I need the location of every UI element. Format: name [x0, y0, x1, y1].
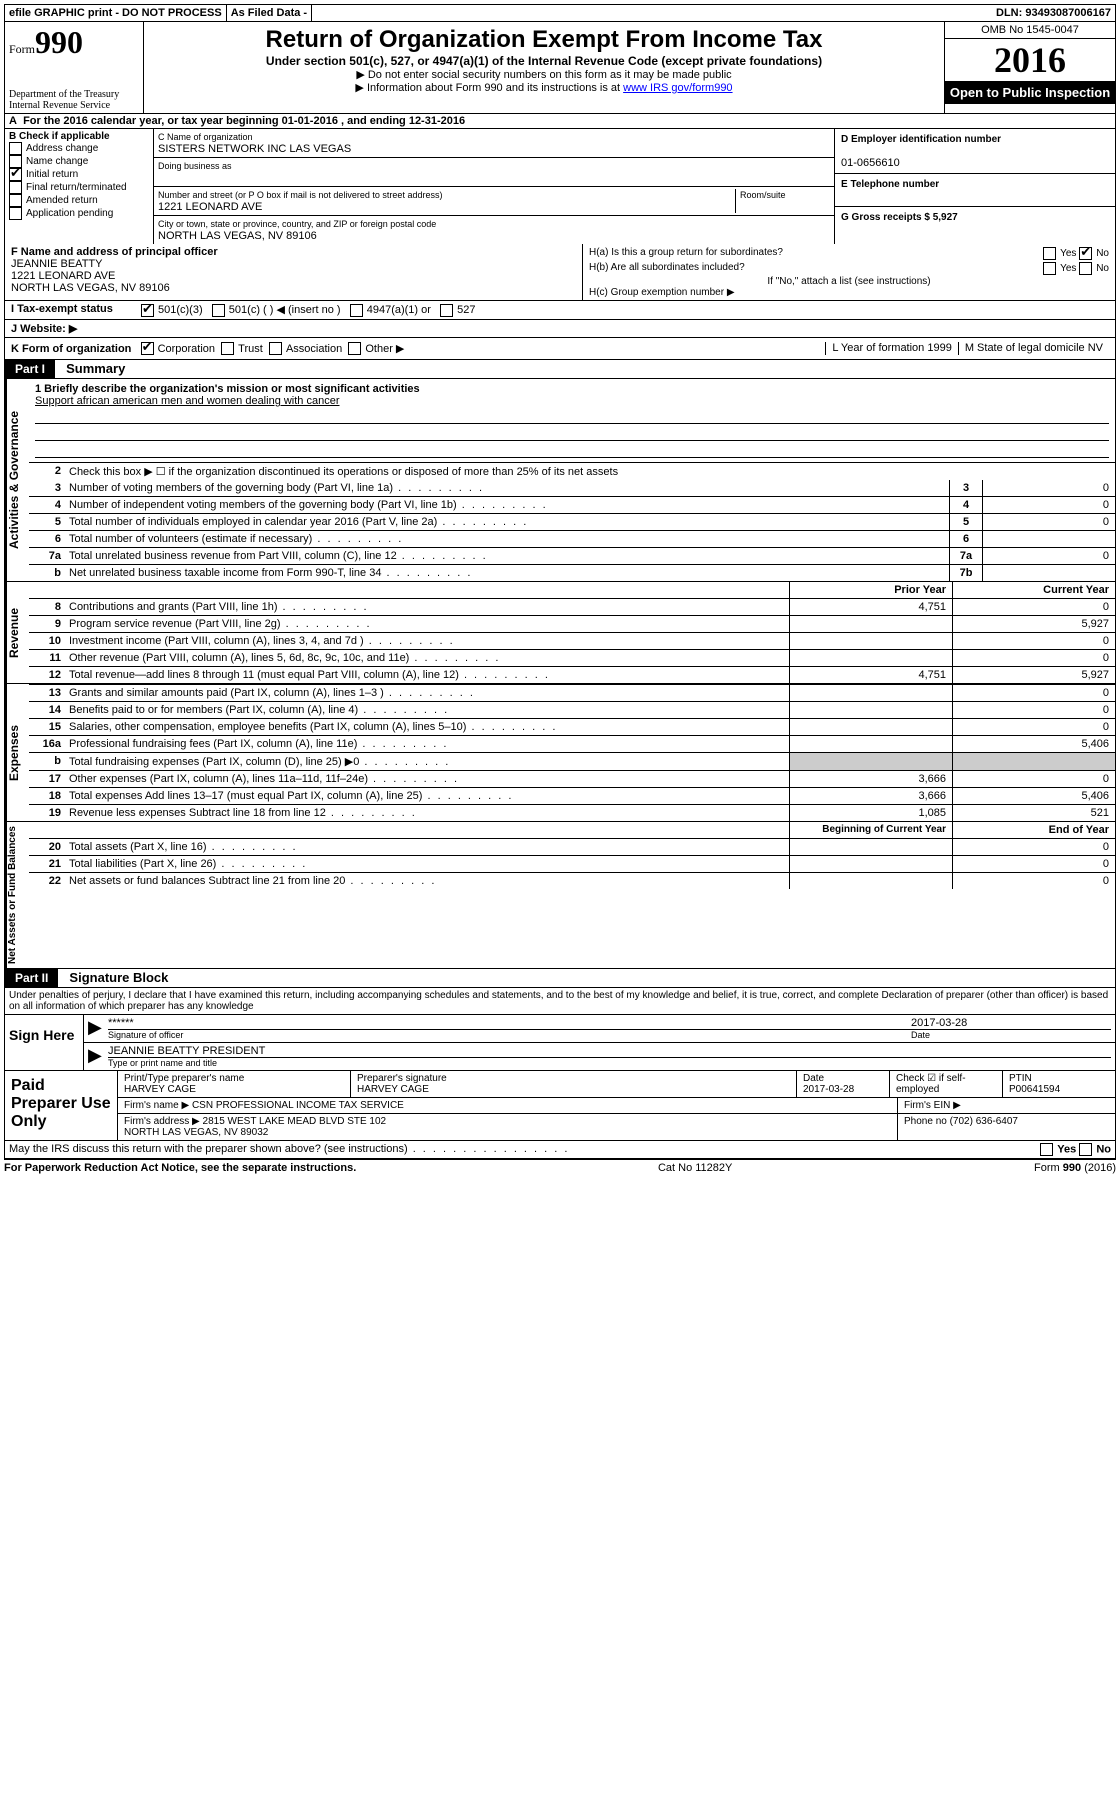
data-line: b Total fundraising expenses (Part IX, c…	[29, 752, 1115, 770]
col-deg: D Employer identification number 01-0656…	[834, 129, 1115, 244]
cb-final-return[interactable]	[9, 181, 22, 194]
cb-501c3[interactable]	[141, 304, 154, 317]
arrow-icon: ▶	[88, 1017, 108, 1040]
cb-corp[interactable]	[141, 342, 154, 355]
cb-address-change[interactable]	[9, 142, 22, 155]
form-word: Form	[9, 42, 35, 56]
footer: For Paperwork Reduction Act Notice, see …	[4, 1159, 1116, 1176]
data-line: 9 Program service revenue (Part VIII, li…	[29, 615, 1115, 632]
gross-receipts: G Gross receipts $ 5,927	[841, 212, 958, 223]
col-b-checkboxes: B Check if applicable Address change Nam…	[5, 129, 154, 244]
data-line: 8 Contributions and grants (Part VIII, l…	[29, 598, 1115, 615]
col-c-org-info: C Name of organization SISTERS NETWORK I…	[154, 129, 834, 244]
summary-line: 4 Number of independent voting members o…	[29, 496, 1115, 513]
cb-assoc[interactable]	[269, 342, 282, 355]
sign-date: 2017-03-28	[911, 1017, 967, 1029]
cb-ha-yes[interactable]	[1043, 247, 1056, 260]
data-line: 14 Benefits paid to or for members (Part…	[29, 701, 1115, 718]
efile-notice: efile GRAPHIC print - DO NOT PROCESS	[5, 5, 227, 21]
data-line: 16a Professional fundraising fees (Part …	[29, 735, 1115, 752]
cb-501c[interactable]	[212, 304, 225, 317]
summary-line: 5 Total number of individuals employed i…	[29, 513, 1115, 530]
city-state-zip: NORTH LAS VEGAS, NV 89106	[158, 230, 317, 242]
data-line: 15 Salaries, other compensation, employe…	[29, 718, 1115, 735]
row-j-website: J Website: ▶	[4, 320, 1116, 338]
form-footer: Form 990 (2016)	[1034, 1162, 1116, 1174]
irs-link[interactable]: www IRS gov/form990	[623, 82, 732, 94]
part2-header: Part II	[5, 969, 58, 987]
summary-line: 3 Number of voting members of the govern…	[29, 480, 1115, 496]
row-f-h: F Name and address of principal officer …	[4, 244, 1116, 301]
dln: DLN: 93493087006167	[992, 5, 1115, 21]
form-number: 990	[35, 24, 83, 60]
cb-527[interactable]	[440, 304, 453, 317]
ptin: P00641594	[1009, 1084, 1060, 1095]
data-line: 20 Total assets (Part X, line 16) 0	[29, 838, 1115, 855]
data-line: 12 Total revenue—add lines 8 through 11 …	[29, 666, 1115, 683]
summary-line: b Net unrelated business taxable income …	[29, 564, 1115, 581]
form-title: Return of Organization Exempt From Incom…	[148, 26, 940, 54]
data-line: 18 Total expenses Add lines 13–17 (must …	[29, 787, 1115, 804]
preparer-name: HARVEY CAGE	[124, 1084, 196, 1095]
data-line: 13 Grants and similar amounts paid (Part…	[29, 684, 1115, 701]
row-i-tax-exempt: I Tax-exempt status 501(c)(3) 501(c) ( )…	[4, 301, 1116, 320]
org-name: SISTERS NETWORK INC LAS VEGAS	[158, 143, 351, 155]
expenses-section: Expenses 13 Grants and similar amounts p…	[4, 684, 1116, 822]
block-b-through-g: B Check if applicable Address change Nam…	[4, 129, 1116, 244]
cb-discuss-yes[interactable]	[1040, 1143, 1053, 1156]
revenue-section: Revenue Prior Year Current Year 8 Contri…	[4, 582, 1116, 684]
part2-title: Signature Block	[61, 970, 168, 985]
cb-4947[interactable]	[350, 304, 363, 317]
part1-title: Summary	[58, 361, 125, 376]
cb-trust[interactable]	[221, 342, 234, 355]
perjury-statement: Under penalties of perjury, I declare th…	[4, 988, 1116, 1015]
cb-hb-yes[interactable]	[1043, 262, 1056, 275]
paid-preparer-block: Paid Preparer Use Only Print/Type prepar…	[4, 1071, 1116, 1141]
instr-1: ▶ Do not enter social security numbers o…	[148, 68, 940, 81]
net-assets-section: Net Assets or Fund Balances Beginning of…	[4, 822, 1116, 969]
discuss-row: May the IRS discuss this return with the…	[4, 1141, 1116, 1159]
data-line: 10 Investment income (Part VIII, column …	[29, 632, 1115, 649]
cb-hb-no[interactable]	[1079, 262, 1092, 275]
data-line: 19 Revenue less expenses Subtract line 1…	[29, 804, 1115, 821]
arrow-icon: ▶	[88, 1045, 108, 1068]
data-line: 11 Other revenue (Part VIII, column (A),…	[29, 649, 1115, 666]
firm-name: CSN PROFESSIONAL INCOME TAX SERVICE	[192, 1100, 404, 1111]
summary-line: 6 Total number of volunteers (estimate i…	[29, 530, 1115, 547]
firm-phone: Phone no (702) 636-6407	[898, 1114, 1115, 1140]
data-line: 21 Total liabilities (Part X, line 26) 0	[29, 855, 1115, 872]
form-header: Form990 Department of the Treasury Inter…	[4, 22, 1116, 114]
year-formation: L Year of formation 1999	[825, 342, 957, 356]
officer-name-title: JEANNIE BEATTY PRESIDENT	[108, 1045, 265, 1057]
cb-ha-no[interactable]	[1079, 247, 1092, 260]
top-bar: efile GRAPHIC print - DO NOT PROCESS As …	[4, 4, 1116, 22]
data-line: 17 Other expenses (Part IX, column (A), …	[29, 770, 1115, 787]
cb-other[interactable]	[348, 342, 361, 355]
street: 1221 LEONARD AVE	[158, 201, 262, 213]
as-filed: As Filed Data -	[227, 5, 312, 21]
row-k-form-org: K Form of organization Corporation Trust…	[4, 338, 1116, 361]
instr-2: ▶ Information about Form 990 and its ins…	[148, 81, 940, 94]
ein: 01-0656610	[841, 157, 900, 169]
officer-name: JEANNIE BEATTY	[11, 258, 102, 270]
summary-line: 7a Total unrelated business revenue from…	[29, 547, 1115, 564]
cb-discuss-no[interactable]	[1079, 1143, 1092, 1156]
cb-initial-return[interactable]	[9, 168, 22, 181]
form-subtitle: Under section 501(c), 527, or 4947(a)(1)…	[148, 54, 940, 68]
cb-amended[interactable]	[9, 194, 22, 207]
omb-number: OMB No 1545-0047	[945, 22, 1115, 39]
data-line: 22 Net assets or fund balances Subtract …	[29, 872, 1115, 889]
department: Department of the Treasury Internal Reve…	[9, 89, 139, 111]
tax-year: 2016	[945, 39, 1115, 81]
sign-here-block: Sign Here ▶ ****** Signature of officer …	[4, 1015, 1116, 1071]
cb-app-pending[interactable]	[9, 207, 22, 220]
part1-header: Part I	[5, 360, 55, 378]
mission-text: Support african american men and women d…	[35, 395, 340, 407]
activities-governance: Activities & Governance 1 Briefly descri…	[4, 379, 1116, 582]
state-domicile: M State of legal domicile NV	[958, 342, 1109, 356]
open-public: Open to Public Inspection	[945, 81, 1115, 104]
line-a: A For the 2016 calendar year, or tax yea…	[4, 114, 1116, 129]
